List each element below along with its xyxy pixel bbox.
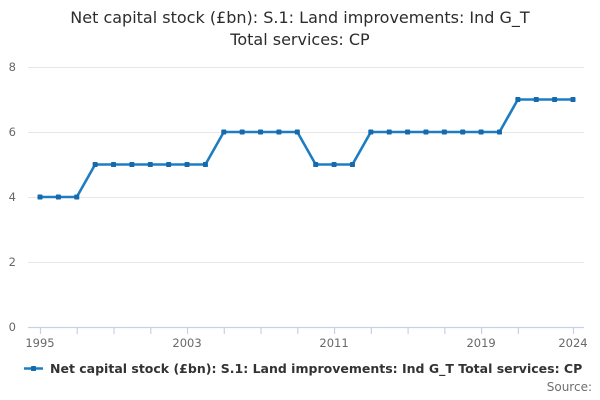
data-point[interactable]	[405, 129, 411, 135]
data-point[interactable]	[552, 97, 558, 102]
y-tick-label: 4	[9, 190, 16, 204]
data-point[interactable]	[331, 162, 337, 167]
chart-title-line1: Net capital stock (£bn): S.1: Land impro…	[70, 8, 530, 27]
x-tick-label: 2011	[319, 336, 348, 350]
data-point[interactable]	[460, 129, 466, 135]
legend-marker-point	[31, 366, 36, 371]
data-point[interactable]	[276, 129, 282, 135]
y-tick-label: 6	[9, 125, 16, 139]
chart-title: Net capital stock (£bn): S.1: Land impro…	[0, 7, 600, 51]
data-point[interactable]	[386, 129, 392, 135]
data-point[interactable]	[202, 162, 208, 167]
legend-series-marker-icon	[24, 366, 43, 371]
x-tick-label: 1995	[25, 336, 54, 350]
y-tick-label: 2	[9, 255, 16, 269]
legend: Net capital stock (£bn): S.1: Land impro…	[24, 361, 582, 376]
data-point[interactable]	[313, 162, 319, 167]
data-point[interactable]	[570, 97, 576, 102]
data-point[interactable]	[423, 129, 429, 135]
data-point[interactable]	[55, 194, 61, 200]
data-point[interactable]	[368, 129, 374, 135]
data-point[interactable]	[478, 129, 484, 135]
data-point[interactable]	[92, 162, 98, 167]
data-point[interactable]	[111, 162, 117, 167]
data-point[interactable]	[239, 129, 245, 135]
data-point[interactable]	[294, 129, 300, 135]
legend-series-label: Net capital stock (£bn): S.1: Land impro…	[50, 361, 583, 376]
data-point[interactable]	[258, 129, 264, 135]
source-label: Source:	[546, 380, 592, 394]
series-line	[38, 98, 575, 199]
data-point[interactable]	[496, 129, 502, 135]
x-tick-label: 2019	[466, 336, 495, 350]
data-point[interactable]	[349, 162, 355, 167]
data-point[interactable]	[147, 162, 153, 167]
x-tick-label: 2003	[172, 336, 201, 350]
chart-title-line2: Total services: CP	[230, 30, 370, 49]
x-tick-label: 2024	[558, 336, 587, 350]
y-tick-label: 0	[9, 320, 16, 334]
data-point[interactable]	[37, 194, 43, 200]
data-point[interactable]	[184, 162, 190, 167]
data-point[interactable]	[74, 194, 80, 200]
data-point[interactable]	[129, 162, 135, 167]
y-tick-label: 8	[9, 60, 16, 74]
data-point[interactable]	[166, 162, 172, 167]
data-point[interactable]	[515, 97, 521, 102]
data-point[interactable]	[533, 97, 539, 102]
data-point[interactable]	[221, 129, 227, 135]
data-point[interactable]	[441, 129, 447, 135]
